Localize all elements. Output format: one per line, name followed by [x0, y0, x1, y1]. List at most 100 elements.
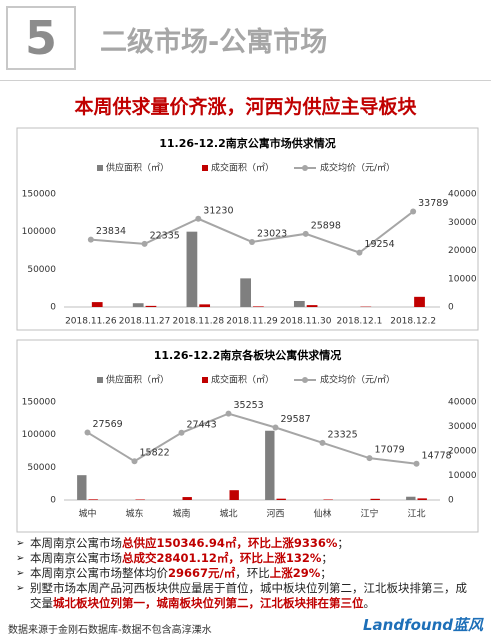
bullet-text: 别墅市场本周产品河西板块供应量居于首位，城中板块位列第二，江北板块排第三，成交量: [30, 581, 467, 610]
y-tick-label: 100000: [22, 430, 57, 440]
line-marker: [249, 238, 255, 245]
value-label: 25898: [311, 220, 341, 231]
bar: [186, 231, 198, 307]
bar: [306, 305, 318, 307]
y-tick-label: 50000: [27, 265, 56, 275]
y-tick-label: 0: [50, 303, 56, 313]
x-tick-label: 城北: [219, 509, 237, 520]
bar: [229, 490, 239, 500]
y-tick-label: 0: [50, 496, 56, 506]
value-label: 15822: [140, 448, 170, 459]
line-marker: [272, 424, 279, 431]
line-marker: [131, 458, 138, 465]
bar: [91, 302, 103, 307]
y-tick-label: 150000: [22, 190, 57, 200]
line-marker: [84, 429, 91, 436]
bullet-text: ；: [321, 551, 333, 565]
x-tick-label: 2018.12.1: [337, 317, 383, 327]
line-marker: [319, 439, 326, 446]
y2-tick-label: 20000: [448, 246, 477, 256]
line-marker: [366, 455, 373, 462]
line-marker: [141, 240, 148, 247]
value-label: 27443: [187, 419, 217, 430]
y-tick-label: 100000: [22, 227, 57, 237]
line: [86, 412, 417, 465]
x-tick-label: 2018.11.26: [65, 317, 117, 327]
bullet-text: 本周南京公寓市场: [30, 551, 122, 565]
x-tick-label: 2018.11.30: [280, 317, 332, 327]
highlight-text: 总成交28401.12㎡，环比上涨132%: [122, 551, 322, 565]
bullet-text: 。: [363, 596, 376, 610]
bar: [323, 499, 333, 500]
value-label: 23834: [96, 226, 126, 237]
bullet-text: ；: [320, 566, 332, 580]
line-marker: [356, 249, 363, 256]
value-label: 23325: [328, 429, 358, 440]
y2-tick-label: 10000: [448, 471, 477, 481]
value-label: 29587: [281, 414, 311, 425]
chart-title: 11.26-12.2南京各板块公寓供求情况: [154, 348, 342, 362]
highlight-text: 上涨29%: [269, 566, 321, 580]
x-tick-label: 城中: [78, 508, 96, 520]
y2-tick-label: 40000: [448, 398, 477, 408]
y-tick-label: 50000: [27, 463, 56, 473]
bar: [406, 496, 416, 500]
bar: [414, 296, 425, 307]
bar: [240, 278, 251, 307]
y2-tick-label: 20000: [448, 447, 477, 457]
x-tick-label: 江北: [407, 509, 425, 520]
bar: [135, 499, 145, 500]
bullet-text: ；: [337, 536, 349, 550]
legend-label: 供应面积（㎡）: [106, 162, 169, 174]
x-tick-label: 仙林: [313, 508, 331, 520]
bar: [88, 499, 98, 500]
bullet-list: 本周南京公寓市场总供应150346.94㎡，环比上涨9336%；本周南京公寓市场…: [16, 536, 478, 611]
bullet: 本周南京公寓市场总供应150346.94㎡，环比上涨9336%；: [16, 536, 478, 551]
value-label: 14778: [422, 450, 452, 461]
line-marker: [178, 429, 185, 436]
bar: [265, 430, 275, 500]
x-tick-label: 河西: [266, 508, 284, 520]
value-label: 35253: [234, 400, 264, 411]
x-tick-label: 江宁: [360, 508, 378, 520]
legend-swatch: [97, 377, 103, 383]
x-tick-label: 城东: [125, 508, 143, 520]
bar: [293, 300, 305, 307]
bullet: 本周南京公寓市场整体均价29667元/㎡，环比上涨29%；: [16, 566, 478, 581]
source-note: 数据来源于金刚石数据库-数据不包含高淳溧水: [8, 625, 212, 636]
legend-swatch: [302, 377, 308, 383]
value-label: 33789: [418, 198, 448, 209]
legend-label: 成交均价（元/㎡）: [320, 374, 395, 386]
chart-panel: [16, 339, 479, 533]
section-number: 5: [6, 6, 76, 70]
legend-swatch: [202, 377, 208, 383]
bar: [253, 306, 264, 307]
legend-label: 成交面积（㎡）: [211, 162, 274, 174]
y2-tick-label: 10000: [448, 274, 477, 284]
value-label: 27569: [93, 419, 123, 430]
bar: [199, 304, 211, 307]
bar: [370, 498, 380, 500]
value-label: 22335: [150, 230, 180, 241]
legend-swatch: [302, 165, 308, 171]
line-marker: [410, 208, 417, 215]
line-marker: [87, 236, 94, 243]
value-label: 31230: [203, 205, 233, 216]
highlight-text: 29667元/㎡: [168, 566, 236, 580]
highlight-text: 城北板块位列第一，城南板块位列第二，江北板块排在第三位: [53, 596, 364, 610]
line-marker: [195, 215, 202, 222]
value-label: 23023: [257, 228, 287, 239]
value-label: 19254: [364, 239, 394, 250]
logo: Landfound蓝风: [362, 616, 483, 634]
legend-label: 供应面积（㎡）: [106, 374, 169, 386]
y2-tick-label: 0: [448, 496, 454, 506]
x-tick-label: 2018.12.2: [390, 317, 436, 327]
x-tick-label: 2018.11.29: [226, 317, 278, 327]
bar: [417, 498, 427, 500]
headline: 本周供求量价齐涨，河西为供应主导板块: [74, 96, 417, 118]
legend-label: 成交均价（元/㎡）: [320, 162, 395, 174]
bar: [77, 475, 87, 500]
divider: [0, 80, 491, 81]
